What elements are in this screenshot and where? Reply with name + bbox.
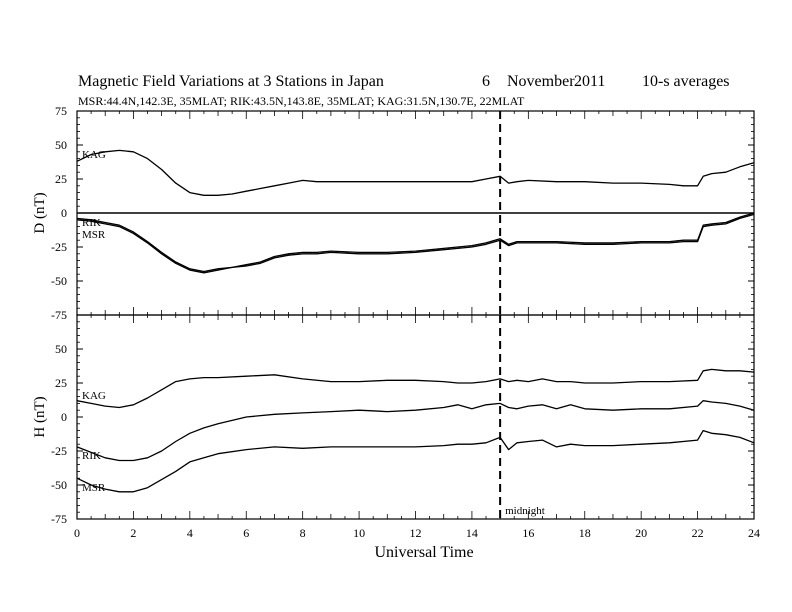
bottom-ylabel: H (nT): [32, 396, 48, 437]
bottom-series-label-msr: MSR: [82, 482, 106, 494]
top-series-kag: [76, 149, 755, 196]
top-series-label-msr: MSR: [82, 229, 106, 241]
xtick-label: 20: [635, 526, 647, 540]
xtick-label: 14: [466, 526, 478, 540]
title-date-month: November: [507, 73, 575, 90]
title-date-year: 2011: [574, 73, 606, 90]
xtick-label: 12: [410, 526, 422, 540]
xtick-label: 18: [579, 526, 591, 540]
bottom-ytick-label: 0: [61, 410, 67, 424]
bottom-series-label-kag: KAG: [82, 390, 106, 402]
xtick-label: 22: [692, 526, 704, 540]
xtick-label: 6: [243, 526, 249, 540]
xaxis-label: Universal Time: [374, 544, 473, 561]
top-series-label-kag: KAG: [82, 149, 106, 161]
top-ytick-label: -25: [51, 240, 67, 254]
bottom-ytick-label: -50: [51, 478, 67, 492]
top-series-msr: [76, 212, 755, 273]
bottom-series-kag: [76, 368, 755, 409]
bottom-series-rik: [76, 400, 755, 462]
top-series-rik: [76, 213, 755, 274]
top-ytick-label: 75: [55, 104, 67, 118]
bottom-series-msr: [76, 429, 755, 493]
bottom-ytick-label: -75: [51, 512, 67, 526]
bottom-ytick-label: -25: [51, 444, 67, 458]
xtick-label: 10: [353, 526, 365, 540]
chart-title: Magnetic Field Variations at 3 Stations …: [78, 73, 384, 91]
xtick-label: 8: [300, 526, 306, 540]
top-ytick-label: -50: [51, 274, 67, 288]
bottom-ytick-label: 25: [55, 376, 67, 390]
xtick-label: 2: [130, 526, 136, 540]
xtick-label: 0: [74, 526, 80, 540]
top-ytick-label: 0: [61, 206, 67, 220]
station-info: MSR:44.4N,142.3E, 35MLAT; RIK:43.5N,143.…: [78, 94, 525, 108]
top-ylabel: D (nT): [32, 192, 48, 233]
top-ytick-label: 25: [55, 172, 67, 186]
xtick-label: 4: [187, 526, 193, 540]
xtick-label: 24: [748, 526, 760, 540]
top-ytick-label: -75: [51, 308, 67, 322]
title-date-day: 6: [482, 73, 490, 90]
bottom-ytick-label: 50: [55, 342, 67, 356]
xtick-label: 16: [522, 526, 534, 540]
bottom-panel-frame: [76, 314, 755, 520]
title-main: Magnetic Field Variations at 3 Stations …: [78, 73, 384, 90]
top-ytick-label: 50: [55, 138, 67, 152]
midnight-label: midnight: [505, 505, 545, 517]
bottom-series-label-rik: RIK: [82, 450, 101, 462]
title-averaging: 10-s averages: [642, 73, 730, 90]
